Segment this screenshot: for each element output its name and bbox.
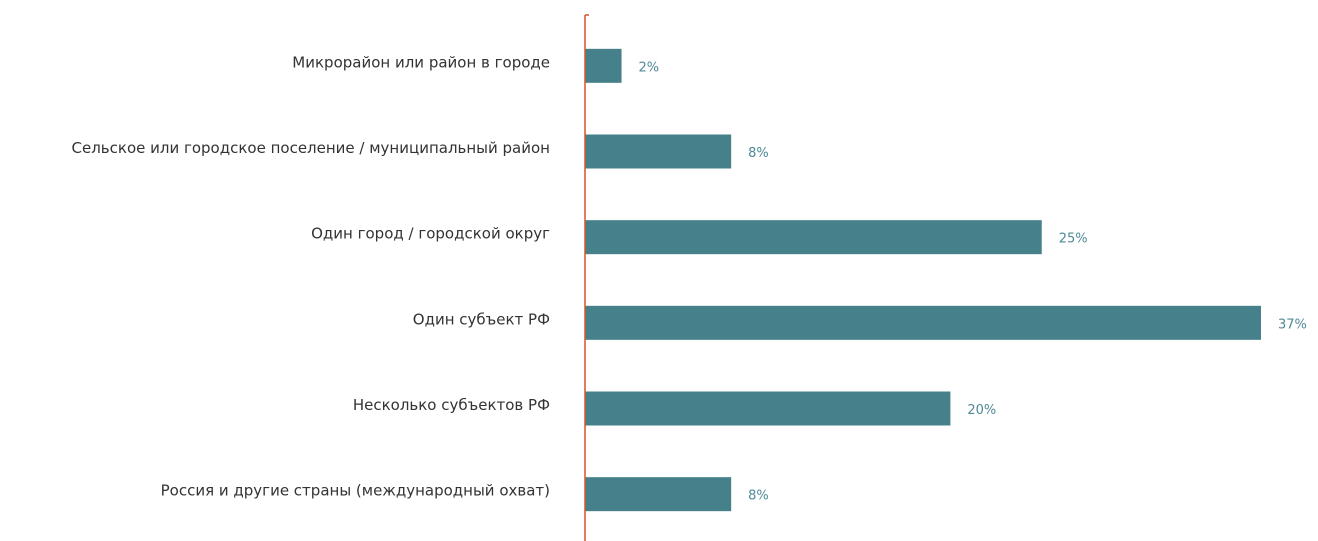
data-label: 37% xyxy=(1278,317,1307,332)
category-label: Россия и другие страны (международный ох… xyxy=(161,482,550,500)
bar xyxy=(585,477,732,512)
data-label: 20% xyxy=(967,403,996,418)
data-label: 8% xyxy=(748,146,769,161)
bar xyxy=(585,391,951,426)
data-label: 2% xyxy=(639,60,660,75)
category-label: Один субъект РФ xyxy=(413,310,550,328)
data-label: 8% xyxy=(748,489,769,504)
data-label: 25% xyxy=(1059,232,1088,247)
category-label: Несколько субъектов РФ xyxy=(353,396,550,414)
category-label: Микрорайон или район в городе xyxy=(292,53,550,71)
bar xyxy=(585,305,1261,340)
bar xyxy=(585,48,622,83)
category-label: Один город / городской округ xyxy=(311,225,550,243)
bar xyxy=(585,220,1042,255)
bar xyxy=(585,134,732,169)
category-label: Сельское или городское поселение / муниц… xyxy=(72,139,550,157)
